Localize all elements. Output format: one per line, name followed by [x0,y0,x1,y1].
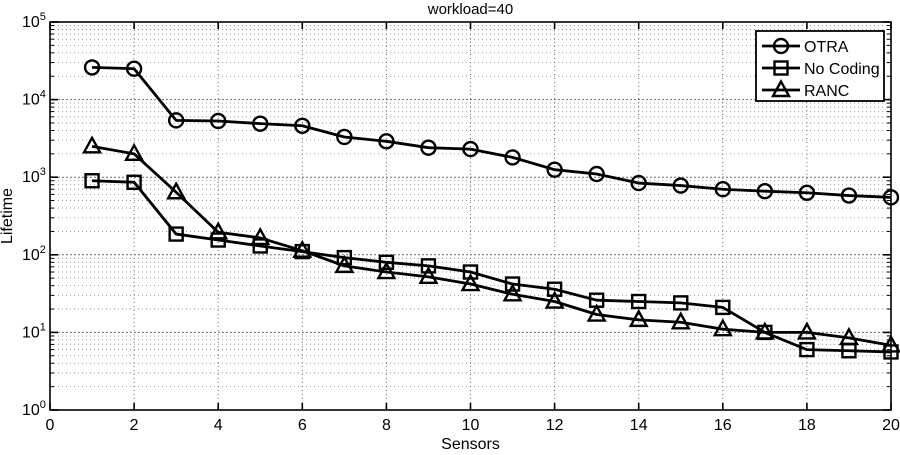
y-tick-label: 105 [22,11,46,31]
circle-marker-icon [588,165,605,183]
circle-marker-icon [420,139,437,156]
square-marker-icon [420,258,437,274]
x-tick-label: 0 [46,417,55,434]
series-otra [83,59,900,206]
triangle-marker-icon [770,79,792,98]
x-tick-label: 18 [798,417,816,434]
y-axis-label: Lifetime [0,188,16,244]
square-marker-icon [168,226,184,242]
x-tick-label: 10 [462,417,480,434]
axis-ticks [49,21,892,411]
circle-marker-icon [672,177,689,194]
legend: OTRA No Coding RANC [755,30,885,102]
square-marker-icon [715,299,731,316]
triangle-marker-icon [754,321,775,340]
series-ranc [82,135,900,353]
circle-marker-icon [83,59,101,76]
x-tick-label: 16 [714,417,732,434]
y-tick-label: 103 [22,166,46,186]
triangle-marker-icon [544,290,565,309]
circle-marker-icon [882,189,900,206]
legend-label: OTRA [804,39,849,56]
triangle-marker-icon [292,239,313,258]
circle-marker-icon [546,161,563,178]
triangle-marker-icon [250,226,271,246]
circle-marker-icon [294,117,311,134]
triangle-marker-icon [334,254,355,274]
triangle-marker-icon [796,321,817,340]
triangle-marker-icon [460,273,481,292]
square-marker-icon [546,281,563,297]
circle-marker-icon [378,133,395,150]
square-marker-icon [252,238,268,254]
circle-marker-icon [209,112,227,130]
square-marker-icon [84,173,100,189]
triangle-marker-icon [124,142,145,162]
triangle-marker-icon [838,326,859,346]
triangle-marker-icon [880,334,900,353]
series-line [91,144,892,347]
triangle-marker-icon [376,261,397,280]
triangle-marker-icon [418,265,439,285]
gridlines [50,22,891,410]
square-marker-icon [504,276,521,292]
circle-marker-icon [840,187,858,204]
legend-label: RANC [804,83,849,100]
x-axis-label: Sensors [441,436,500,453]
circle-marker-icon [462,140,479,158]
circle-marker-icon [714,181,731,198]
circle-marker-icon [504,149,521,166]
x-tick-label: 20 [882,417,900,434]
x-tick-label: 2 [130,417,139,434]
legend-label: No Coding [804,61,880,78]
square-marker-icon [773,60,789,76]
square-marker-icon [631,293,647,310]
square-marker-icon [673,295,689,311]
circle-marker-icon [756,183,774,200]
circle-marker-icon [772,37,790,55]
y-tick-label: 102 [22,244,46,264]
x-tick-label: 4 [214,417,223,434]
triangle-marker-icon [586,303,607,322]
y-tick-label: 100 [22,399,46,419]
triangle-marker-icon [166,181,187,200]
circle-marker-icon [167,112,185,129]
x-tick-label: 12 [546,417,564,434]
square-marker-icon [799,341,815,358]
triangle-marker-icon [82,135,103,154]
triangle-marker-icon [208,221,229,240]
square-marker-icon [378,254,395,271]
x-tick-label: 14 [630,417,648,434]
circle-marker-icon [336,128,353,146]
y-tick-label: 104 [22,89,46,109]
triangle-marker-icon [502,283,523,302]
triangle-marker-icon [670,311,691,330]
square-marker-icon [336,249,353,266]
circle-marker-icon [630,174,647,192]
x-tick-label: 8 [382,417,391,434]
triangle-marker-icon [628,308,649,328]
chart-title: workload=40 [427,1,513,18]
square-marker-icon [126,174,142,190]
y-tick-label: 101 [22,321,46,341]
tick-labels: 0 2 4 6 8 10 12 14 16 18 20 100 101 102 103 104 105 [22,11,900,434]
triangle-marker-icon [712,318,733,337]
circle-marker-icon [252,115,269,132]
x-tick-label: 6 [298,417,307,434]
legend-box [755,30,885,102]
circle-marker-icon [798,184,816,201]
circle-marker-icon [125,60,143,77]
square-marker-icon [462,264,479,280]
